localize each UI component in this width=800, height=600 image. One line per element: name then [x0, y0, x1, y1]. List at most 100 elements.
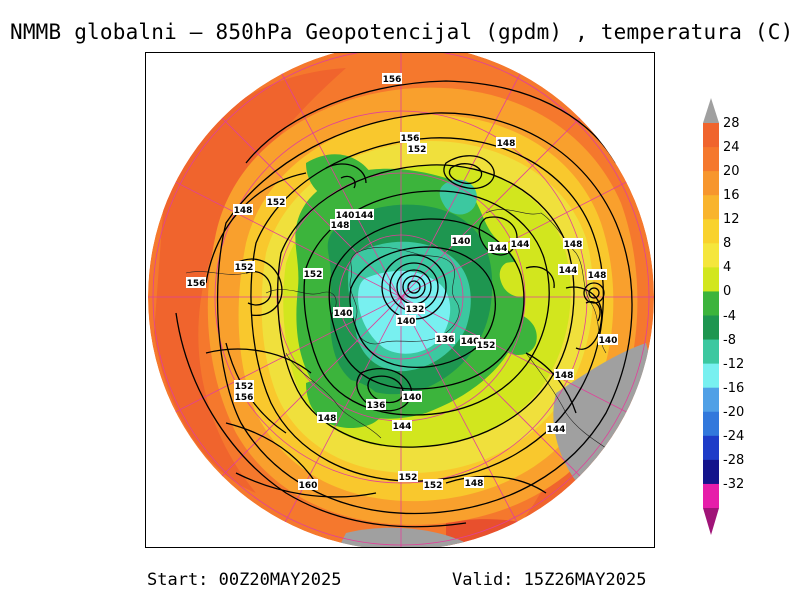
- svg-text:136: 136: [436, 335, 455, 345]
- contour-label: 140: [451, 235, 471, 247]
- contour-label: 152: [234, 261, 254, 273]
- colorbar-tick-label: -20: [723, 404, 745, 420]
- svg-text:148: 148: [234, 206, 253, 216]
- svg-text:148: 148: [465, 479, 484, 489]
- svg-text:140: 140: [334, 309, 353, 319]
- colorbar-swatch: [703, 435, 719, 461]
- polar-map: 156 156 152 148 152 148 152 140 144 148 …: [148, 53, 654, 547]
- colorbar-swatch: [703, 459, 719, 485]
- contour-label: 148: [496, 137, 516, 149]
- svg-text:152: 152: [477, 341, 496, 351]
- svg-text:148: 148: [331, 221, 350, 231]
- svg-text:144: 144: [511, 240, 530, 250]
- svg-text:148: 148: [564, 240, 583, 250]
- svg-text:144: 144: [393, 422, 412, 432]
- svg-text:140: 140: [403, 393, 422, 403]
- start-time: Start: 00Z20MAY2025: [147, 570, 342, 590]
- contour-label: 148: [317, 412, 337, 424]
- colorbar-tick-label: 16: [723, 188, 740, 204]
- contour-label: 148: [587, 269, 607, 281]
- contour-label: 132: [405, 303, 425, 315]
- svg-text:144: 144: [489, 244, 508, 254]
- contour-label: 152: [476, 339, 496, 351]
- contour-label: 152: [398, 471, 418, 483]
- contour-label: 140: [460, 335, 480, 347]
- colorbar-swatch: [703, 291, 719, 316]
- colorbar-tick-label: -28: [723, 452, 745, 468]
- contour-label: 136: [366, 399, 386, 411]
- colorbar-tick-label: 24: [723, 140, 740, 156]
- colorbar-tick-label: 8: [723, 236, 732, 252]
- colorbar-swatch: [703, 243, 719, 268]
- colorbar-swatch: [703, 195, 719, 220]
- contour-label: 148: [464, 477, 484, 489]
- svg-text:140: 140: [452, 237, 471, 247]
- colorbar-swatch: [703, 267, 719, 292]
- contour-label: 148: [233, 204, 253, 216]
- contour-label: 148: [330, 219, 350, 231]
- contour-label: 144: [510, 238, 530, 250]
- svg-text:144: 144: [559, 266, 578, 276]
- svg-text:136: 136: [367, 401, 386, 411]
- svg-text:140: 140: [397, 317, 416, 327]
- colorbar-tick-label: -16: [723, 380, 745, 396]
- colorbar-tick-label: 28: [723, 116, 740, 131]
- contour-label: 156: [382, 73, 402, 85]
- colorbar-swatch: [703, 483, 719, 509]
- contour-label: 156: [400, 132, 420, 144]
- contour-label: 152: [234, 380, 254, 392]
- svg-text:160: 160: [299, 481, 318, 491]
- contour-label: 160: [298, 479, 318, 491]
- colorbar-tick-label: 12: [723, 212, 740, 228]
- contour-label: 140: [335, 209, 355, 221]
- colorbar-swatch: [703, 315, 719, 341]
- svg-text:144: 144: [355, 211, 374, 221]
- colorbar-swatch: [703, 219, 719, 244]
- svg-text:148: 148: [318, 414, 337, 424]
- svg-text:152: 152: [235, 382, 254, 392]
- contour-label: 152: [266, 196, 286, 208]
- svg-text:144: 144: [547, 425, 566, 435]
- colorbar-tick-label: -4: [723, 308, 736, 324]
- chart-title: NMMB globalni – 850hPa Geopotencijal (gp…: [10, 20, 794, 44]
- svg-text:148: 148: [555, 371, 574, 381]
- svg-text:156: 156: [383, 75, 402, 85]
- svg-text:140: 140: [461, 337, 480, 347]
- colorbar-swatch: [703, 411, 719, 437]
- svg-text:152: 152: [408, 145, 427, 155]
- contour-label: 140: [402, 391, 422, 403]
- contour-labels: 156 156 152 148 152 148 152 140 144 148 …: [186, 73, 618, 491]
- colorbar-swatch: [703, 171, 719, 196]
- colorbar-tick-label: 4: [723, 260, 732, 276]
- contour-label: 144: [354, 209, 374, 221]
- svg-text:156: 156: [187, 279, 206, 289]
- map-panel: 156 156 152 148 152 148 152 140 144 148 …: [145, 52, 655, 548]
- contour-label: 148: [563, 238, 583, 250]
- svg-text:140: 140: [599, 336, 618, 346]
- svg-text:156: 156: [401, 134, 420, 144]
- geopotential-contours: [175, 80, 633, 528]
- colorbar-tick-label: -8: [723, 332, 736, 348]
- contour-label: 156: [186, 277, 206, 289]
- temperature-colorbar: [703, 98, 719, 535]
- colorbar-swatch: [703, 387, 719, 413]
- colorbar-swatch: [703, 147, 719, 172]
- valid-time: Valid: 15Z26MAY2025: [452, 570, 647, 590]
- svg-text:148: 148: [497, 139, 516, 149]
- colorbar-top-arrow: [703, 98, 719, 123]
- svg-text:152: 152: [235, 263, 254, 273]
- svg-text:140: 140: [336, 211, 355, 221]
- colorbar-swatch: [703, 123, 719, 148]
- contour-label: 140: [333, 307, 353, 319]
- colorbar-swatch: [703, 363, 719, 389]
- contour-label: 148: [554, 369, 574, 381]
- contour-label: 144: [558, 264, 578, 276]
- contour-label: 140: [598, 334, 618, 346]
- contour-label: 144: [546, 423, 566, 435]
- svg-text:152: 152: [424, 481, 443, 491]
- contour-label: 152: [407, 143, 427, 155]
- svg-text:152: 152: [399, 473, 418, 483]
- contour-label: 136: [435, 333, 455, 345]
- contour-label: 140: [396, 315, 416, 327]
- colorbar-swatch: [703, 339, 719, 365]
